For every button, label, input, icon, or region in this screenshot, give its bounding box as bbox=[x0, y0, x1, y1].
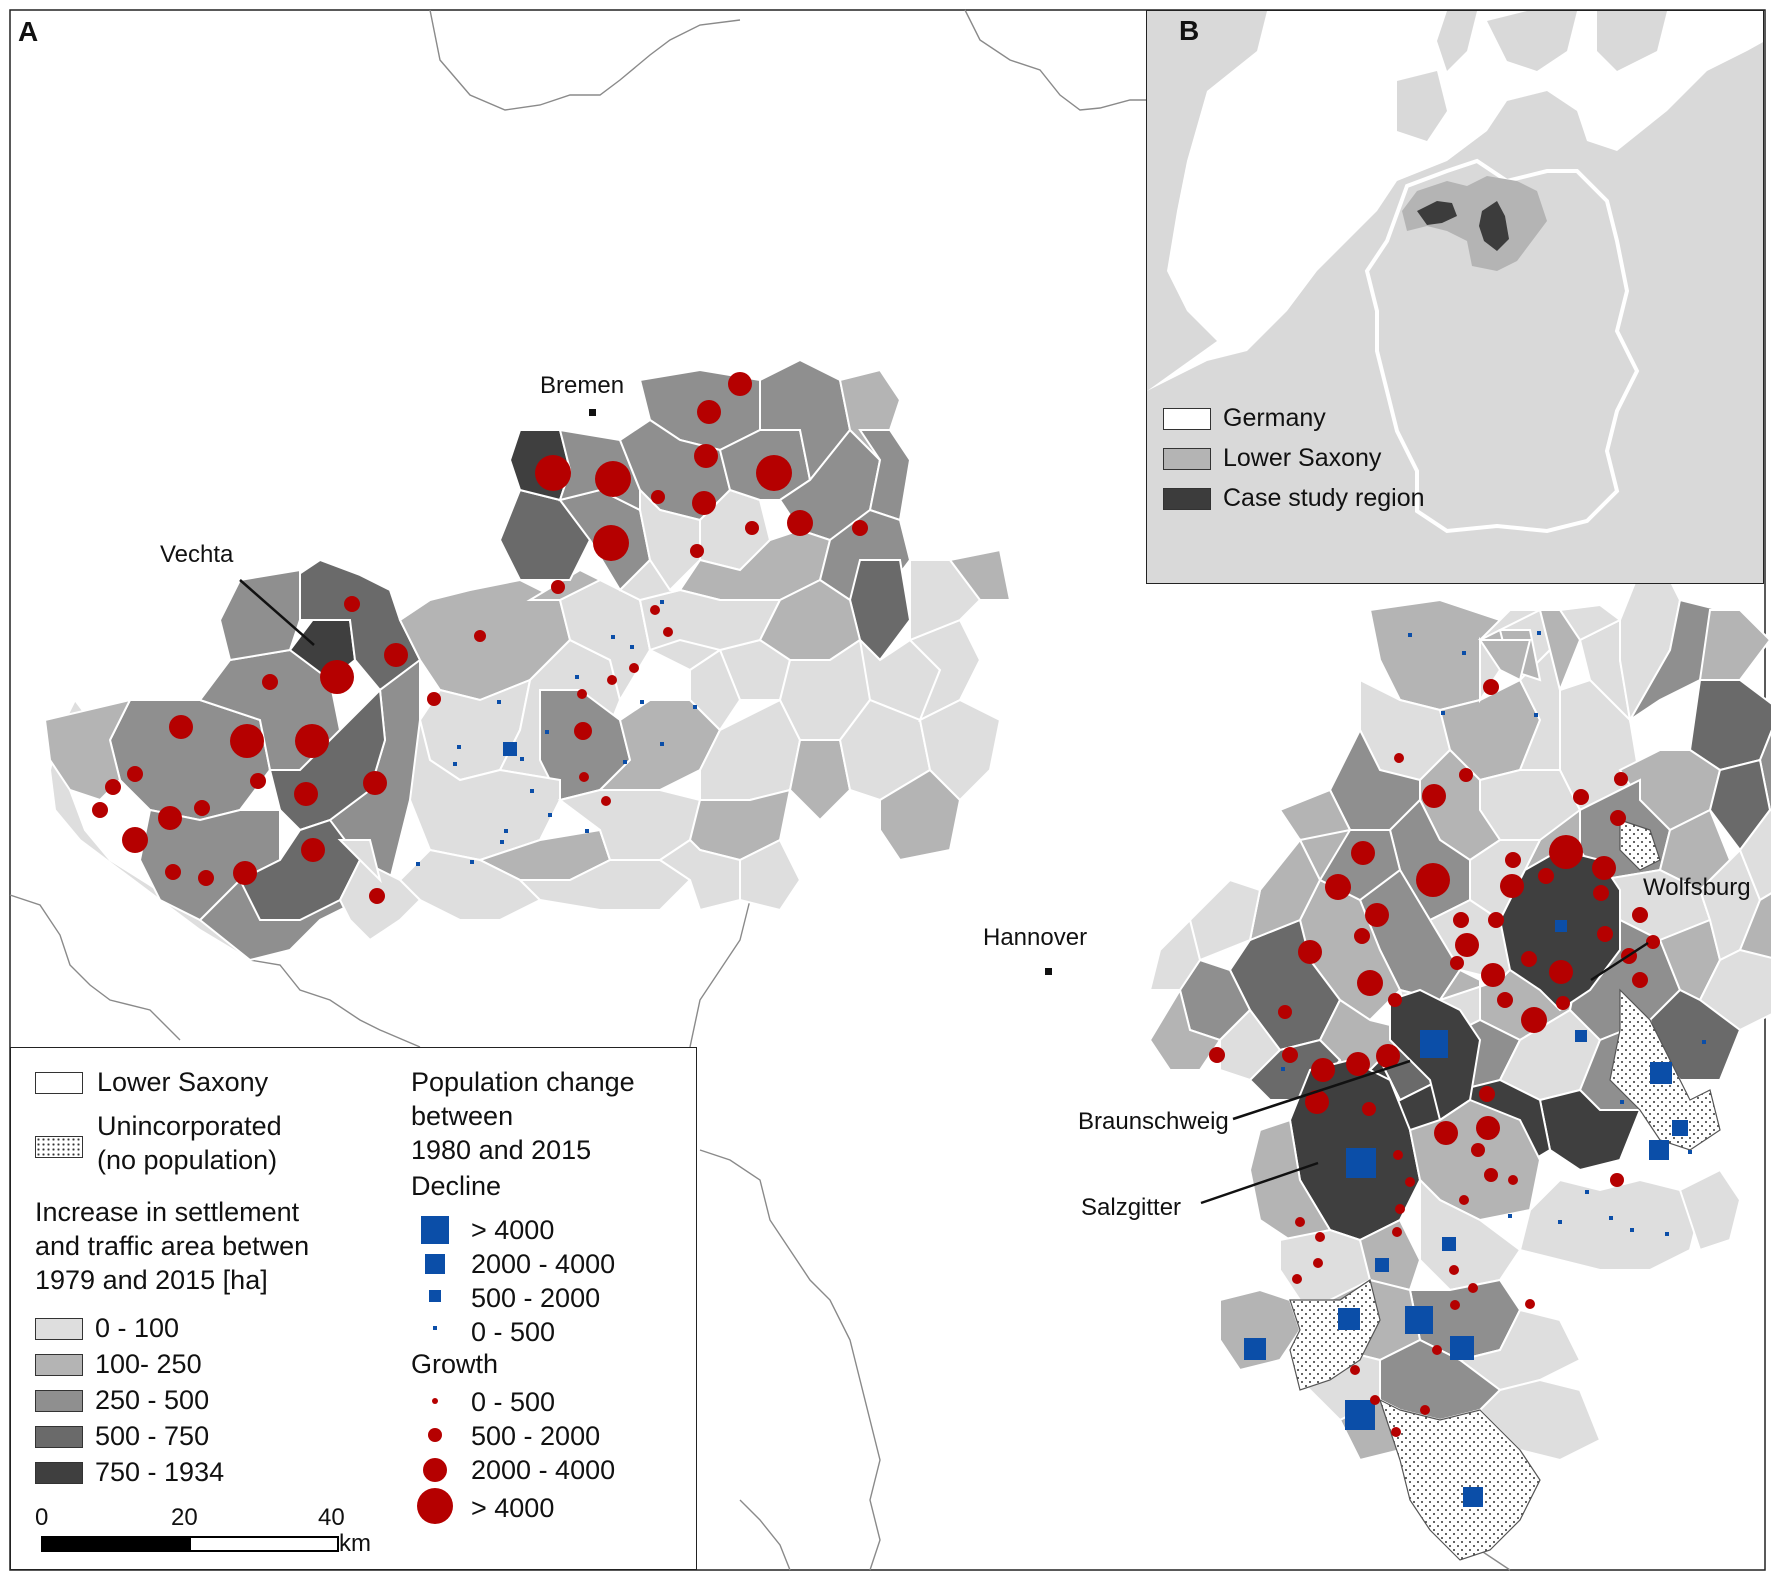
decline-symbol-medium bbox=[425, 1254, 445, 1274]
legend-area-title-2: and traffic area betwen bbox=[35, 1231, 310, 1261]
scale-bar bbox=[41, 1536, 339, 1552]
scale-tick-0: 0 bbox=[35, 1504, 49, 1531]
western-region-municipalities bbox=[43, 358, 1012, 962]
map-legend: Lower Saxony Unincorporated (no populati… bbox=[10, 1047, 697, 1570]
panel-a-letter: A bbox=[18, 16, 39, 47]
small-decline-markers bbox=[416, 600, 1706, 1236]
legend-case-study-swatch bbox=[1163, 488, 1211, 510]
panel-b-letter: B bbox=[1179, 15, 1200, 46]
legend-area-swatch-4 bbox=[35, 1426, 83, 1448]
growth-symbol-large bbox=[417, 1488, 453, 1524]
legend-lower-saxony-swatch bbox=[1163, 448, 1211, 470]
decline-label-2: 2000 - 4000 bbox=[471, 1249, 616, 1279]
scale-tick-40: 40 bbox=[318, 1504, 345, 1531]
legend-pop-title-3: 1980 and 2015 bbox=[411, 1135, 592, 1165]
legend-case-study-label: Case study region bbox=[1223, 484, 1425, 512]
legend-pop-title-1: Population change bbox=[411, 1067, 635, 1097]
legend-lower-saxony-label: Lower Saxony bbox=[1223, 444, 1382, 472]
decline-symbol-tiny bbox=[433, 1326, 437, 1330]
legend-unincorporated-swatch bbox=[35, 1136, 83, 1158]
decline-label-1: > 4000 bbox=[471, 1215, 555, 1245]
legend-germany-swatch bbox=[1163, 408, 1211, 430]
legend-lower-saxony-swatch bbox=[35, 1072, 83, 1094]
growth-symbol-medium bbox=[423, 1458, 447, 1482]
legend-area-label-5: 750 - 1934 bbox=[95, 1457, 225, 1487]
bremen-marker bbox=[589, 409, 596, 416]
scale-tick-20: 20 bbox=[171, 1504, 198, 1531]
hannover-label: Hannover bbox=[983, 924, 1088, 951]
growth-label-2: 500 - 2000 bbox=[471, 1421, 601, 1451]
legend-unincorporated-label: Unincorporated bbox=[97, 1111, 282, 1141]
hannover-marker bbox=[1045, 968, 1052, 975]
europe-inset-map bbox=[1147, 11, 1763, 583]
eastern-south-municipalities bbox=[1219, 1098, 1742, 1462]
legend-growth-title: Growth bbox=[411, 1349, 499, 1379]
growth-markers bbox=[92, 372, 1660, 1437]
label-leader-lines bbox=[239, 579, 1649, 1205]
legend-decline-title: Decline bbox=[411, 1171, 502, 1201]
scale-unit: km bbox=[339, 1530, 371, 1557]
legend-area-swatch-5 bbox=[35, 1462, 83, 1484]
decline-symbol-small bbox=[429, 1290, 441, 1302]
legend-area-label-4: 500 - 750 bbox=[95, 1421, 210, 1451]
legend-area-label-3: 250 - 500 bbox=[95, 1385, 210, 1415]
legend-lower-saxony-label: Lower Saxony bbox=[97, 1067, 269, 1097]
legend-unincorporated-sublabel: (no population) bbox=[97, 1145, 278, 1175]
legend-area-swatch-1 bbox=[35, 1318, 83, 1340]
inset-map-panel-b: B Germany Lower Saxony Case study region bbox=[1146, 10, 1764, 584]
legend-germany-label: Germany bbox=[1223, 404, 1326, 432]
legend-area-title-3: 1979 and 2015 [ha] bbox=[35, 1265, 268, 1295]
growth-label-1: 0 - 500 bbox=[471, 1387, 556, 1417]
growth-symbol-small bbox=[428, 1428, 442, 1442]
bremen-label: Bremen bbox=[540, 372, 625, 399]
legend-area-title-1: Increase in settlement bbox=[35, 1197, 300, 1227]
growth-label-4: > 4000 bbox=[471, 1493, 555, 1523]
decline-markers bbox=[503, 742, 1688, 1507]
legend-area-swatch-3 bbox=[35, 1390, 83, 1412]
legend-area-label-2: 100- 250 bbox=[95, 1349, 202, 1379]
salzgitter-label: Salzgitter bbox=[1081, 1194, 1182, 1221]
braunschweig-label: Braunschweig bbox=[1078, 1108, 1229, 1135]
decline-symbol-large bbox=[421, 1216, 449, 1244]
legend-pop-title-2: between bbox=[411, 1101, 514, 1131]
growth-label-3: 2000 - 4000 bbox=[471, 1455, 616, 1485]
vechta-label: Vechta bbox=[160, 541, 234, 568]
decline-label-4: 0 - 500 bbox=[471, 1317, 556, 1347]
wolfsburg-label: Wolfsburg bbox=[1643, 874, 1751, 901]
legend-area-swatch-2 bbox=[35, 1354, 83, 1376]
growth-symbol-tiny bbox=[432, 1398, 438, 1404]
legend-area-label-1: 0 - 100 bbox=[95, 1313, 180, 1343]
decline-label-3: 500 - 2000 bbox=[471, 1283, 601, 1313]
